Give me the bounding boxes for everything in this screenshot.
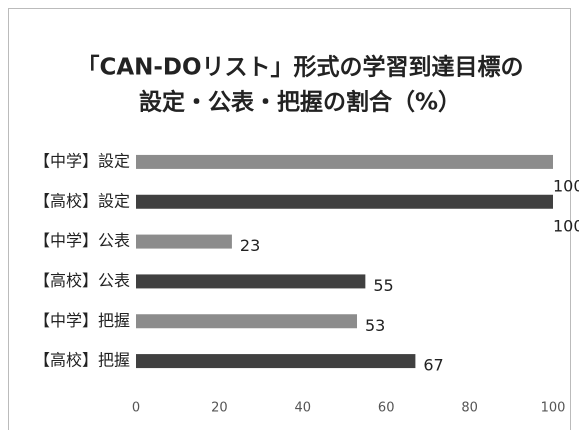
bar bbox=[136, 234, 232, 249]
y-tick-label: 【高校】把握 bbox=[34, 351, 130, 370]
value-label: 100 bbox=[553, 176, 579, 195]
y-tick-label: 【高校】公表 bbox=[34, 271, 130, 290]
bar bbox=[136, 274, 366, 289]
x-tick-label: 60 bbox=[378, 401, 395, 416]
value-label: 55 bbox=[373, 276, 393, 295]
y-tick-label: 【中学】公表 bbox=[34, 231, 130, 250]
bar bbox=[136, 194, 553, 209]
bar bbox=[136, 354, 416, 369]
x-tick-label: 100 bbox=[541, 401, 566, 416]
bar bbox=[136, 154, 553, 169]
value-label: 67 bbox=[423, 356, 443, 375]
value-label: 100 bbox=[553, 216, 579, 235]
y-tick-label: 【高校】設定 bbox=[34, 191, 130, 210]
x-tick-label: 0 bbox=[132, 401, 140, 416]
x-tick-label: 20 bbox=[211, 401, 228, 416]
chart-title: 「CAN-DOリスト」形式の学習到達目標の bbox=[76, 54, 523, 81]
y-tick-label: 【中学】設定 bbox=[34, 151, 130, 170]
chart-title: 設定・公表・把握の割合（%） bbox=[139, 89, 461, 116]
bar bbox=[136, 314, 358, 329]
x-tick-label: 80 bbox=[461, 401, 478, 416]
y-tick-label: 【中学】把握 bbox=[34, 311, 130, 330]
x-tick-label: 40 bbox=[295, 401, 312, 416]
value-label: 53 bbox=[365, 316, 385, 335]
value-label: 23 bbox=[240, 236, 260, 255]
